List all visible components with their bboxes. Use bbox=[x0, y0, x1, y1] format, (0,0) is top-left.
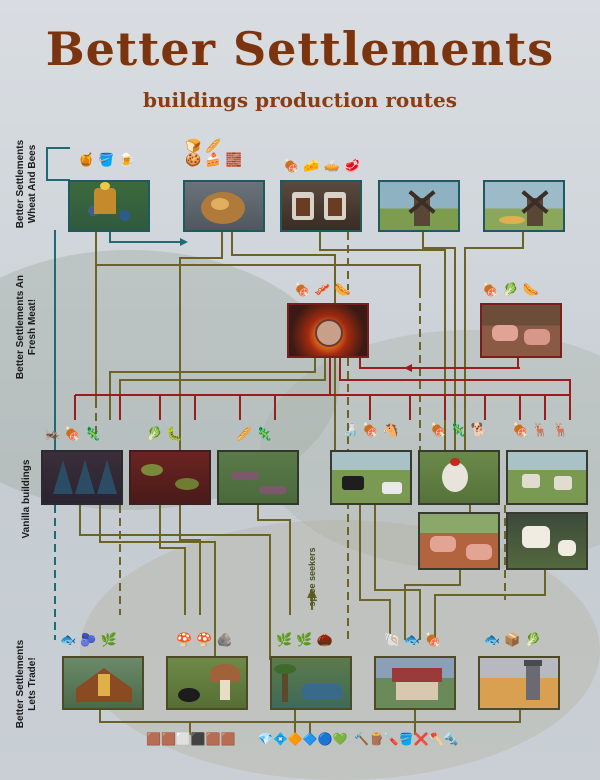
butcher-resource-icons: 🍖 🥬 🌭 bbox=[482, 283, 539, 298]
spice-garden-building[interactable] bbox=[270, 656, 352, 710]
route-olive bbox=[95, 232, 421, 290]
output-gems-icons: 💎💠🔶🔷🔵💚 bbox=[258, 732, 348, 746]
route-olive bbox=[374, 505, 421, 640]
spice-seekers-label: spice seekers bbox=[307, 547, 317, 607]
output-tools-icons: 🔨🪵🪛🪣❌🪓🔩 bbox=[354, 732, 459, 746]
smokehouse-building[interactable] bbox=[287, 303, 369, 358]
output-ingots-icons: 🟫🟫⬜⬛🟫🟫 bbox=[146, 732, 236, 746]
butcher-building[interactable] bbox=[480, 303, 562, 358]
wheat-tower-building[interactable] bbox=[478, 656, 560, 710]
pig-farm-building[interactable] bbox=[418, 512, 500, 570]
trade-resource-icons-3: 🌿 🌿 🌰 bbox=[276, 633, 333, 648]
route-olive bbox=[422, 232, 456, 455]
vanilla-resource-icons-4: 🍶 🍖 🐴 bbox=[342, 423, 399, 438]
route-olive bbox=[109, 358, 316, 420]
diagram-title: Better Settlements bbox=[45, 22, 555, 76]
route-red bbox=[74, 395, 571, 420]
smokehouse-resource-icons: 🍖 🥓 🌭 bbox=[294, 283, 351, 298]
route-olive bbox=[404, 570, 461, 640]
trade-resource-icons-4: 🐚 🐟 🍖 bbox=[384, 633, 441, 648]
route-teal bbox=[46, 147, 70, 181]
honey-resource-icons: 🍯 🪣 🍺 bbox=[78, 153, 135, 168]
tavern-building[interactable] bbox=[280, 180, 362, 232]
route-olive bbox=[257, 505, 291, 615]
tavern-resource-icons: 🍖 🧀 🥧 🥩 bbox=[283, 159, 361, 174]
route-teal bbox=[109, 232, 185, 243]
route-olive bbox=[119, 358, 326, 420]
bakery-resource-icons: 🍞 🥖 🍪 🍰 🧱 bbox=[185, 139, 242, 168]
vanilla-resource-icons-2: 🥬 🐛 bbox=[146, 427, 183, 442]
trade-resource-icons-2: 🍄 🍄 🪨 bbox=[176, 633, 233, 648]
chicken-coop-building[interactable] bbox=[418, 450, 500, 505]
sheep-farm-building[interactable] bbox=[506, 512, 588, 570]
mushroom-grove-building[interactable] bbox=[166, 656, 248, 710]
vanilla-resource-icons-3: 🥖 🦎 bbox=[236, 427, 273, 442]
vanilla-resource-icons-5: 🍖 🦎 🐕 bbox=[430, 423, 487, 438]
vanilla-resource-icons-1: 🦗 🍖 🦎 bbox=[44, 427, 101, 442]
route-olive bbox=[359, 505, 391, 640]
pine-forest-building[interactable] bbox=[41, 450, 123, 505]
trading-post-building[interactable] bbox=[374, 656, 456, 710]
trade-resource-icons-5: 🐟 📦 🥬 bbox=[484, 633, 541, 648]
mushroom-swamp-building[interactable] bbox=[129, 450, 211, 505]
bakery-building[interactable] bbox=[183, 180, 265, 232]
windmill-building[interactable] bbox=[378, 180, 460, 232]
apiary-arrowhead bbox=[180, 238, 188, 246]
goat-farm-building[interactable] bbox=[506, 450, 588, 505]
route-olive bbox=[79, 505, 271, 660]
trade-resource-icons-1: 🐟 🫐 🌿 bbox=[60, 633, 117, 648]
apiary-building[interactable] bbox=[68, 180, 150, 232]
vanilla-resource-icons-6: 🍖 🦌 🦌 bbox=[512, 423, 569, 438]
cattle-farm-building[interactable] bbox=[330, 450, 412, 505]
route-olive bbox=[179, 232, 223, 615]
trade-lodge-building[interactable] bbox=[62, 656, 144, 710]
diagram-subtitle: buildings production routes bbox=[143, 88, 457, 112]
route-olive bbox=[189, 710, 416, 735]
butcher-arrowhead bbox=[404, 364, 412, 372]
route-olive bbox=[159, 505, 186, 615]
granary-windmill-building[interactable] bbox=[483, 180, 565, 232]
worm-field-building[interactable] bbox=[217, 450, 299, 505]
route-olive bbox=[319, 232, 446, 455]
route-red bbox=[359, 358, 520, 369]
route-olive bbox=[434, 570, 546, 640]
spice-seekers-arrowhead bbox=[307, 588, 317, 598]
route-olive bbox=[99, 710, 521, 723]
route-olive bbox=[99, 505, 216, 660]
route-olive bbox=[464, 232, 524, 455]
